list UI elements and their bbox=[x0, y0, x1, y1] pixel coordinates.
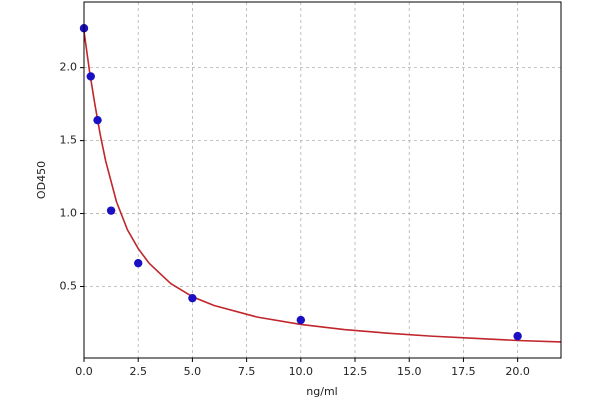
y-tick-label: 1.0 bbox=[60, 207, 78, 220]
x-tick-label: 2.5 bbox=[129, 365, 147, 378]
x-tick-label: 10.0 bbox=[289, 365, 314, 378]
data-point bbox=[93, 115, 102, 125]
x-tick-label: 5.0 bbox=[184, 365, 202, 378]
data-point bbox=[106, 206, 116, 215]
x-tick-label: 12.5 bbox=[343, 365, 368, 378]
y-tick-label: 0.5 bbox=[60, 280, 78, 293]
y-tick-label: 2.0 bbox=[60, 61, 78, 74]
x-tick-label: 17.5 bbox=[451, 365, 476, 378]
x-tick-label: 7.5 bbox=[238, 365, 256, 378]
y-tick-label: 1.5 bbox=[60, 134, 78, 147]
data-point bbox=[86, 72, 95, 81]
plot-frame bbox=[83, 1, 562, 359]
y-axis-label: OD450 bbox=[35, 161, 48, 199]
data-point bbox=[513, 331, 522, 341]
data-point bbox=[296, 315, 306, 325]
x-tick-label: 0.0 bbox=[75, 365, 93, 378]
x-axis-label: ng/ml bbox=[306, 385, 337, 398]
data-point bbox=[134, 258, 143, 268]
x-tick-label: 20.0 bbox=[505, 365, 530, 378]
data-point bbox=[188, 293, 197, 303]
fit-curve bbox=[83, 31, 562, 343]
x-tick-label: 15.0 bbox=[397, 365, 422, 378]
plot-area bbox=[84, 2, 561, 358]
